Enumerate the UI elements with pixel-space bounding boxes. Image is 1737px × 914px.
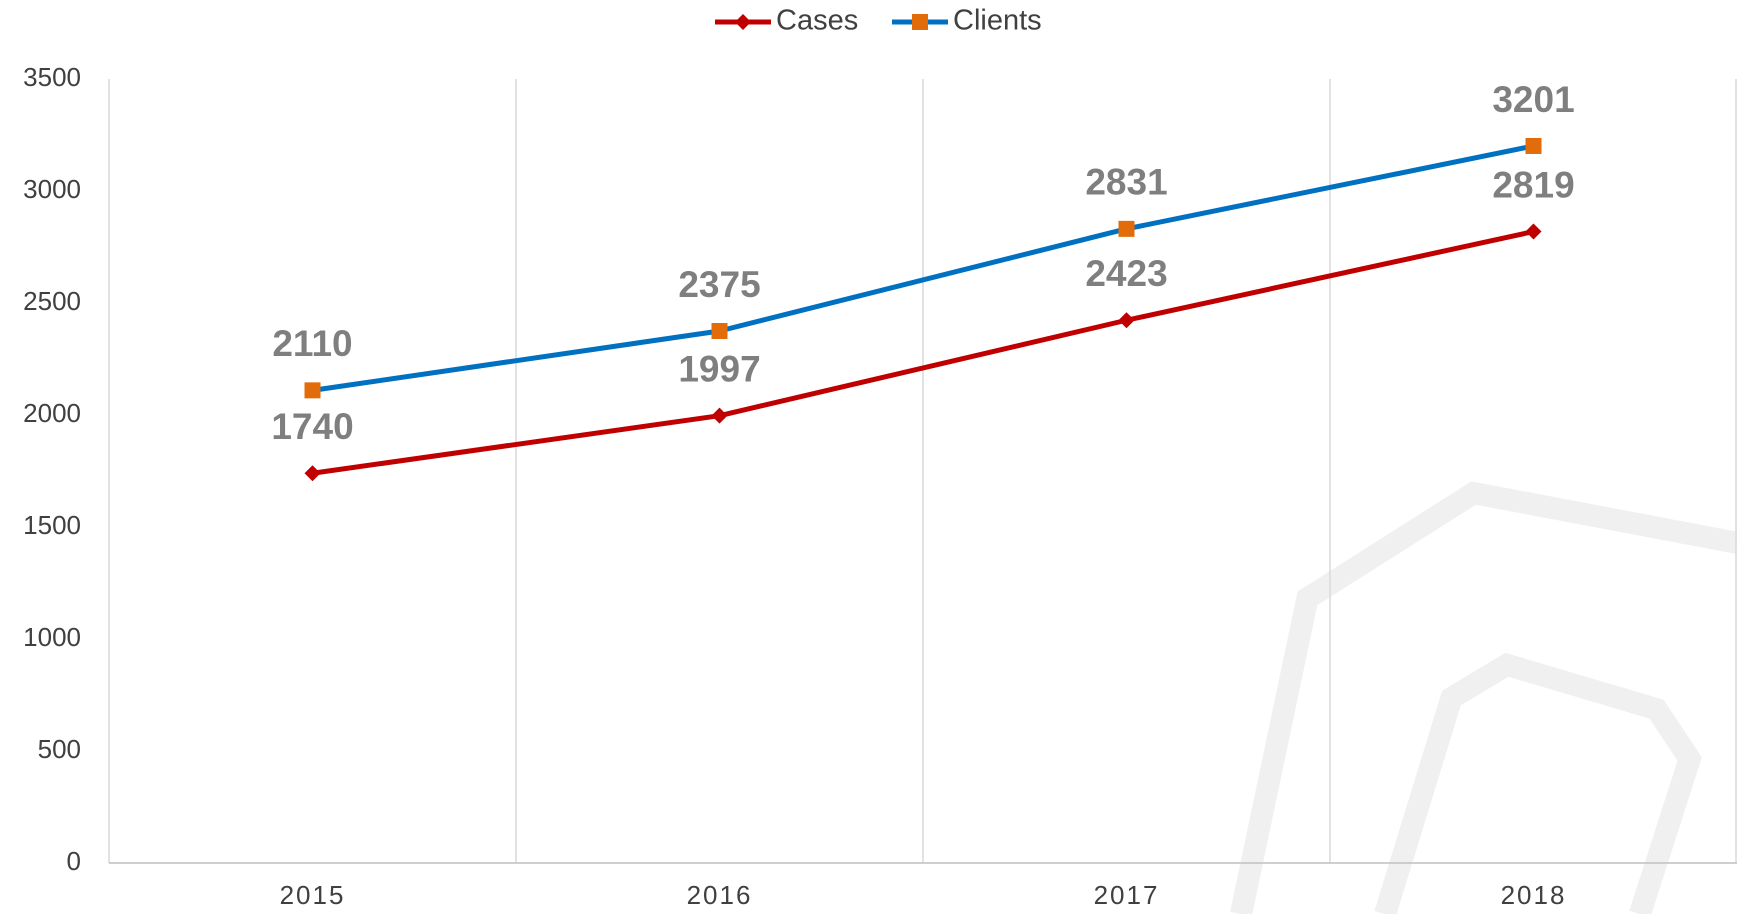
legend-label: Cases (776, 5, 858, 37)
legend-marker (912, 14, 928, 30)
x-tick-label: 2016 (687, 880, 753, 910)
y-tick-label: 0 (67, 846, 81, 876)
data-label: 2110 (272, 323, 352, 364)
data-point (1525, 223, 1542, 240)
data-label: 3201 (1492, 79, 1574, 120)
data-point (711, 407, 728, 424)
y-tick-label: 1500 (23, 510, 81, 540)
data-label: 2423 (1085, 253, 1167, 294)
series-line (312, 229, 1535, 476)
x-tick-label: 2018 (1501, 880, 1567, 910)
watermark-outer (1230, 481, 1737, 914)
legend-marker (735, 14, 751, 30)
y-tick-label: 3500 (23, 62, 81, 92)
watermark-inner (1374, 652, 1702, 914)
y-tick-label: 3000 (23, 174, 81, 204)
y-tick-label: 2000 (23, 398, 81, 428)
data-point (1118, 220, 1135, 237)
y-tick-label: 2500 (23, 286, 81, 316)
data-label: 2375 (678, 264, 760, 305)
data-point (1118, 312, 1135, 329)
data-label: 1997 (678, 348, 760, 389)
data-label: 2819 (1492, 164, 1574, 205)
data-point (304, 465, 321, 482)
series-line (312, 143, 1534, 393)
x-tick-label: 2015 (280, 880, 346, 910)
y-tick-label: 500 (38, 734, 81, 764)
x-tick-label: 2017 (1094, 880, 1160, 910)
data-point (711, 323, 728, 339)
legend-label: Clients (953, 5, 1042, 37)
y-tick-label: 1000 (23, 622, 81, 652)
data-label: 1740 (271, 406, 353, 447)
data-label: 2831 (1085, 162, 1167, 203)
data-point (304, 382, 321, 399)
watermark (1230, 481, 1737, 914)
data-point (1525, 137, 1542, 154)
legend: Cases Clients (715, 5, 1042, 37)
